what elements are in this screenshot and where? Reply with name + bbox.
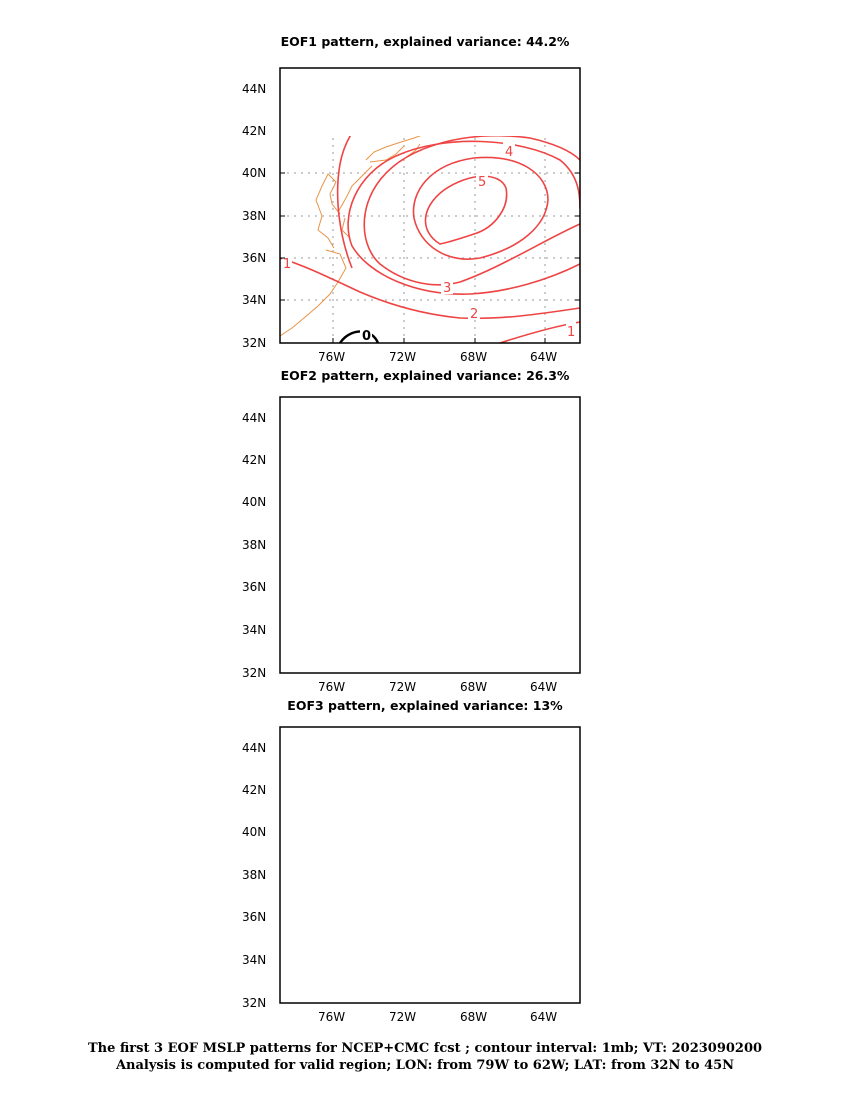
eof2-zero-contour — [436, 397, 471, 673]
svg-text:36N: 36N — [242, 251, 266, 265]
eof3-frame — [279, 726, 581, 1004]
svg-text:38N: 38N — [242, 538, 266, 552]
svg-text:44N: 44N — [242, 741, 266, 755]
eof3-contour-labels: 1 2 3 — [450, 885, 520, 951]
coastline — [280, 727, 580, 995]
svg-text:36N: 36N — [242, 910, 266, 924]
eof2-lat-labels: 44N 42N 40N 38N 36N 34N 32N — [242, 411, 266, 680]
eof3-positive-contours — [318, 895, 575, 1003]
svg-text:3: 3 — [571, 620, 579, 635]
svg-text:1: 1 — [571, 418, 579, 433]
eof3-lat-labels: 44N 42N 40N 38N 36N 34N 32N — [242, 741, 266, 1010]
svg-text:76W: 76W — [318, 680, 345, 694]
svg-text:3: 3 — [454, 936, 462, 951]
svg-text:1: 1 — [567, 325, 575, 340]
eof1-title: EOF1 pattern, explained variance: 44.2% — [280, 34, 570, 49]
eof2-title: EOF2 pattern, explained variance: 26.3% — [280, 368, 570, 383]
svg-text:42N: 42N — [242, 124, 266, 138]
figure-caption: The first 3 EOF MSLP patterns for NCEP+C… — [0, 1040, 850, 1074]
caption-line-2: Analysis is computed for valid region; L… — [115, 1058, 735, 1073]
eof3-negative-labels: 1 1 — [326, 805, 532, 837]
svg-text:1: 1 — [510, 888, 518, 903]
svg-text:34N: 34N — [242, 953, 266, 967]
svg-text:2: 2 — [470, 307, 478, 322]
eof3-lon-labels: 76W 72W 68W 64W — [318, 1010, 557, 1024]
svg-text:44N: 44N — [242, 82, 266, 96]
eof3-zero-label: 0 — [504, 861, 513, 876]
eof1-positive-contours — [280, 136, 580, 344]
svg-text:68W: 68W — [460, 680, 487, 694]
svg-text:3: 3 — [443, 281, 451, 296]
eof2-positive-contours — [280, 397, 447, 673]
svg-text:4: 4 — [505, 145, 513, 160]
svg-text:64W: 64W — [530, 680, 557, 694]
eof1-frame — [279, 67, 581, 344]
svg-text:34N: 34N — [242, 623, 266, 637]
svg-text:32N: 32N — [242, 996, 266, 1010]
svg-text:40N: 40N — [242, 166, 266, 180]
eof2-zero-label: 0 — [454, 396, 463, 411]
eof3-title: EOF3 pattern, explained variance: 13% — [287, 698, 563, 713]
svg-text:1: 1 — [522, 822, 530, 837]
svg-text:38N: 38N — [242, 868, 266, 882]
eof3-map: 1 1 0 1 2 3 44N 42N 40N 38N 36N 34N — [242, 726, 581, 1024]
svg-text:76W: 76W — [318, 1010, 345, 1024]
eof3-negative-contours — [280, 727, 580, 911]
svg-text:1: 1 — [328, 808, 336, 823]
svg-text:68W: 68W — [460, 350, 487, 364]
svg-text:2: 2 — [406, 85, 414, 100]
eof1-zero-label: 0 — [362, 329, 371, 344]
svg-text:68W: 68W — [460, 1010, 487, 1024]
svg-text:32N: 32N — [242, 336, 266, 350]
svg-text:36N: 36N — [242, 580, 266, 594]
svg-text:64W: 64W — [530, 350, 557, 364]
svg-text:40N: 40N — [242, 825, 266, 839]
eof1-lon-labels: 76W 72W 68W 64W — [318, 350, 557, 364]
eof2-map: 1 2 3 4 2 0 1 3 1 4 — [242, 396, 581, 694]
eof1-map: 2 3 4 5 3 2 1 1 0 44N 42N — [242, 67, 581, 364]
eof3-zero-contour — [292, 861, 580, 1003]
svg-text:32N: 32N — [242, 666, 266, 680]
eof2-frame — [279, 396, 581, 674]
svg-text:38N: 38N — [242, 209, 266, 223]
svg-text:1: 1 — [283, 257, 291, 272]
svg-text:42N: 42N — [242, 453, 266, 467]
svg-text:72W: 72W — [389, 1010, 416, 1024]
svg-text:5: 5 — [478, 175, 486, 190]
svg-text:2: 2 — [452, 912, 460, 927]
svg-text:3: 3 — [532, 109, 540, 124]
svg-text:76W: 76W — [318, 350, 345, 364]
eof1-lat-labels: 44N 42N 40N 38N 36N 34N 32N — [242, 82, 266, 350]
svg-text:72W: 72W — [389, 350, 416, 364]
svg-text:1: 1 — [381, 484, 389, 499]
svg-text:72W: 72W — [389, 680, 416, 694]
caption-line-1: The first 3 EOF MSLP patterns for NCEP+C… — [87, 1041, 763, 1056]
svg-text:2: 2 — [346, 664, 354, 679]
eof2-negative-contours — [470, 421, 580, 673]
coastline — [280, 397, 580, 665]
svg-text:42N: 42N — [242, 783, 266, 797]
svg-text:40N: 40N — [242, 495, 266, 509]
svg-text:4: 4 — [364, 562, 372, 577]
eof2-contour-labels: 1 2 3 4 2 — [344, 481, 391, 679]
svg-text:64W: 64W — [530, 1010, 557, 1024]
svg-text:3: 3 — [372, 536, 380, 551]
eof1-contour-labels: 2 3 4 5 3 2 1 1 — [282, 85, 576, 340]
eof2-lon-labels: 76W 72W 68W 64W — [318, 680, 557, 694]
svg-text:34N: 34N — [242, 293, 266, 307]
svg-text:44N: 44N — [242, 411, 266, 425]
svg-text:2: 2 — [381, 512, 389, 527]
